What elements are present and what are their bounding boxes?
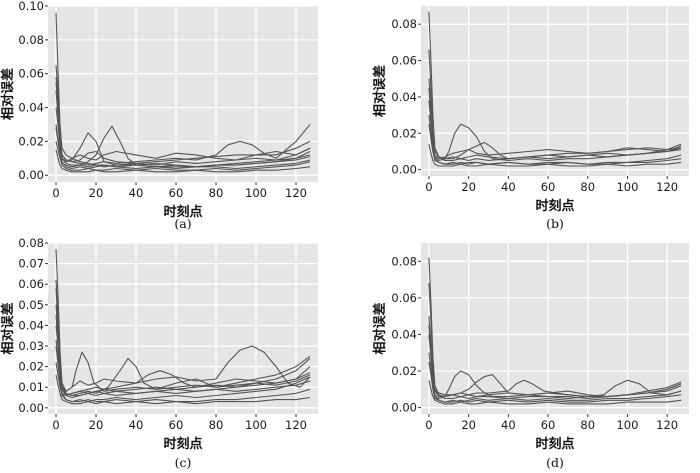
series-line <box>55 288 311 399</box>
x-tick-label: 120 <box>656 180 678 194</box>
x-tick-label: 40 <box>501 180 516 194</box>
x-tick-label: 100 <box>245 418 267 432</box>
series-line <box>55 345 311 403</box>
x-tick-label: 40 <box>129 186 144 200</box>
x-tick-label: 40 <box>501 418 516 432</box>
y-tick-label: 0.00 <box>18 168 44 182</box>
x-tick-label: 40 <box>129 418 144 432</box>
x-tick-label: 80 <box>580 180 595 194</box>
x-tick-label: 80 <box>209 418 224 432</box>
series-line <box>55 90 311 166</box>
y-tick-label: 0.04 <box>391 90 417 104</box>
plot-background <box>48 6 318 182</box>
x-tick-label: 60 <box>541 180 556 194</box>
x-tick-label: 60 <box>541 418 556 432</box>
panel-label: (a) <box>174 216 191 231</box>
y-tick-label: 0.02 <box>18 360 44 374</box>
y-axis-title: 相对误差 <box>372 65 388 117</box>
x-axis-title: 时刻点 <box>535 436 574 452</box>
series-line <box>55 315 311 403</box>
series-line <box>55 362 311 397</box>
series-line <box>55 82 311 170</box>
series-line <box>55 124 311 163</box>
x-tick-label: 0 <box>52 186 59 200</box>
series-line <box>428 100 682 160</box>
y-tick-label: 0.04 <box>391 327 417 341</box>
y-tick-label: 0.02 <box>391 126 417 140</box>
y-tick-label: 0.00 <box>391 163 417 177</box>
chart-panel: 0 20 40 60 80 100 120 0.00 0.01 0.02 0.03 0.04 0.05 0… <box>0 236 318 470</box>
x-tick-label: 20 <box>89 418 104 432</box>
y-tick-label: 0.08 <box>391 254 417 268</box>
panel-label: (b) <box>546 216 564 231</box>
y-tick-label: 0.01 <box>18 380 44 394</box>
series-line <box>428 380 682 405</box>
series-line <box>55 374 311 405</box>
y-axis-title: 相对误差 <box>0 68 16 120</box>
series-group <box>428 11 682 167</box>
series-line <box>55 107 311 168</box>
x-tick-label: 120 <box>285 418 307 432</box>
plot-background <box>48 243 318 414</box>
x-tick-label: 120 <box>285 186 307 200</box>
x-tick-label: 20 <box>89 186 104 200</box>
x-axis-title: 时刻点 <box>163 436 202 452</box>
y-tick-label: 0.08 <box>18 236 44 250</box>
y-tick-label: 0.04 <box>18 101 44 115</box>
x-tick-label: 80 <box>209 186 224 200</box>
x-tick-label: 80 <box>580 418 595 432</box>
series-line <box>428 144 682 167</box>
x-tick-label: 120 <box>656 418 678 432</box>
x-tick-label: 0 <box>425 418 432 432</box>
y-tick-label: 0.06 <box>18 67 44 81</box>
x-tick-label: 100 <box>245 186 267 200</box>
y-tick-label: 0.04 <box>18 318 44 332</box>
series-line <box>428 325 682 403</box>
y-tick-label: 0.05 <box>18 298 44 312</box>
y-tick-label: 0.02 <box>18 134 44 148</box>
y-tick-label: 0.06 <box>391 54 417 68</box>
x-axis-title: 时刻点 <box>535 198 574 214</box>
panel-label: (d) <box>546 455 564 470</box>
x-tick-label: 60 <box>169 186 184 200</box>
chart-panel: 0 20 40 60 80 100 120 0.00 0.02 0.04 0.06 0.08 时刻点 相对… <box>372 6 689 231</box>
chart-panel: 0 20 40 60 80 100 120 0.00 0.02 0.04 0.06 0.08 0.10 时… <box>0 0 318 231</box>
y-axis-title: 相对误差 <box>0 302 16 354</box>
series-group <box>428 257 682 405</box>
series-line <box>428 334 682 398</box>
y-tick-label: 0.03 <box>18 339 44 353</box>
x-tick-label: 60 <box>169 418 184 432</box>
x-tick-label: 20 <box>461 418 476 432</box>
x-tick-label: 100 <box>616 418 638 432</box>
x-tick-label: 0 <box>425 180 432 194</box>
panel-label: (c) <box>175 455 192 470</box>
y-tick-label: 0.06 <box>391 291 417 305</box>
series-line <box>55 149 311 173</box>
y-tick-label: 0.00 <box>18 401 44 415</box>
series-line <box>55 127 311 171</box>
series-line <box>428 352 682 400</box>
series-line <box>55 339 311 392</box>
x-axis-title: 时刻点 <box>163 204 202 220</box>
y-axis-title: 相对误差 <box>372 302 388 354</box>
x-tick-label: 20 <box>461 180 476 194</box>
y-tick-label: 0.08 <box>18 33 44 47</box>
series-line <box>428 78 682 160</box>
y-tick-label: 0.00 <box>391 401 417 415</box>
y-tick-label: 0.07 <box>18 257 44 271</box>
chart-panel: 0 20 40 60 80 100 120 0.00 0.02 0.04 0.06 0.08 时刻点 相对… <box>372 243 689 470</box>
series-group <box>55 12 311 173</box>
series-group <box>55 249 311 405</box>
y-tick-label: 0.06 <box>18 277 44 291</box>
plot-background <box>421 243 689 414</box>
y-tick-label: 0.02 <box>391 364 417 378</box>
x-tick-label: 0 <box>52 418 59 432</box>
series-line <box>55 304 311 397</box>
series-line <box>428 124 682 162</box>
y-tick-label: 0.10 <box>18 0 44 13</box>
x-tick-label: 100 <box>616 180 638 194</box>
y-tick-label: 0.08 <box>391 17 417 31</box>
